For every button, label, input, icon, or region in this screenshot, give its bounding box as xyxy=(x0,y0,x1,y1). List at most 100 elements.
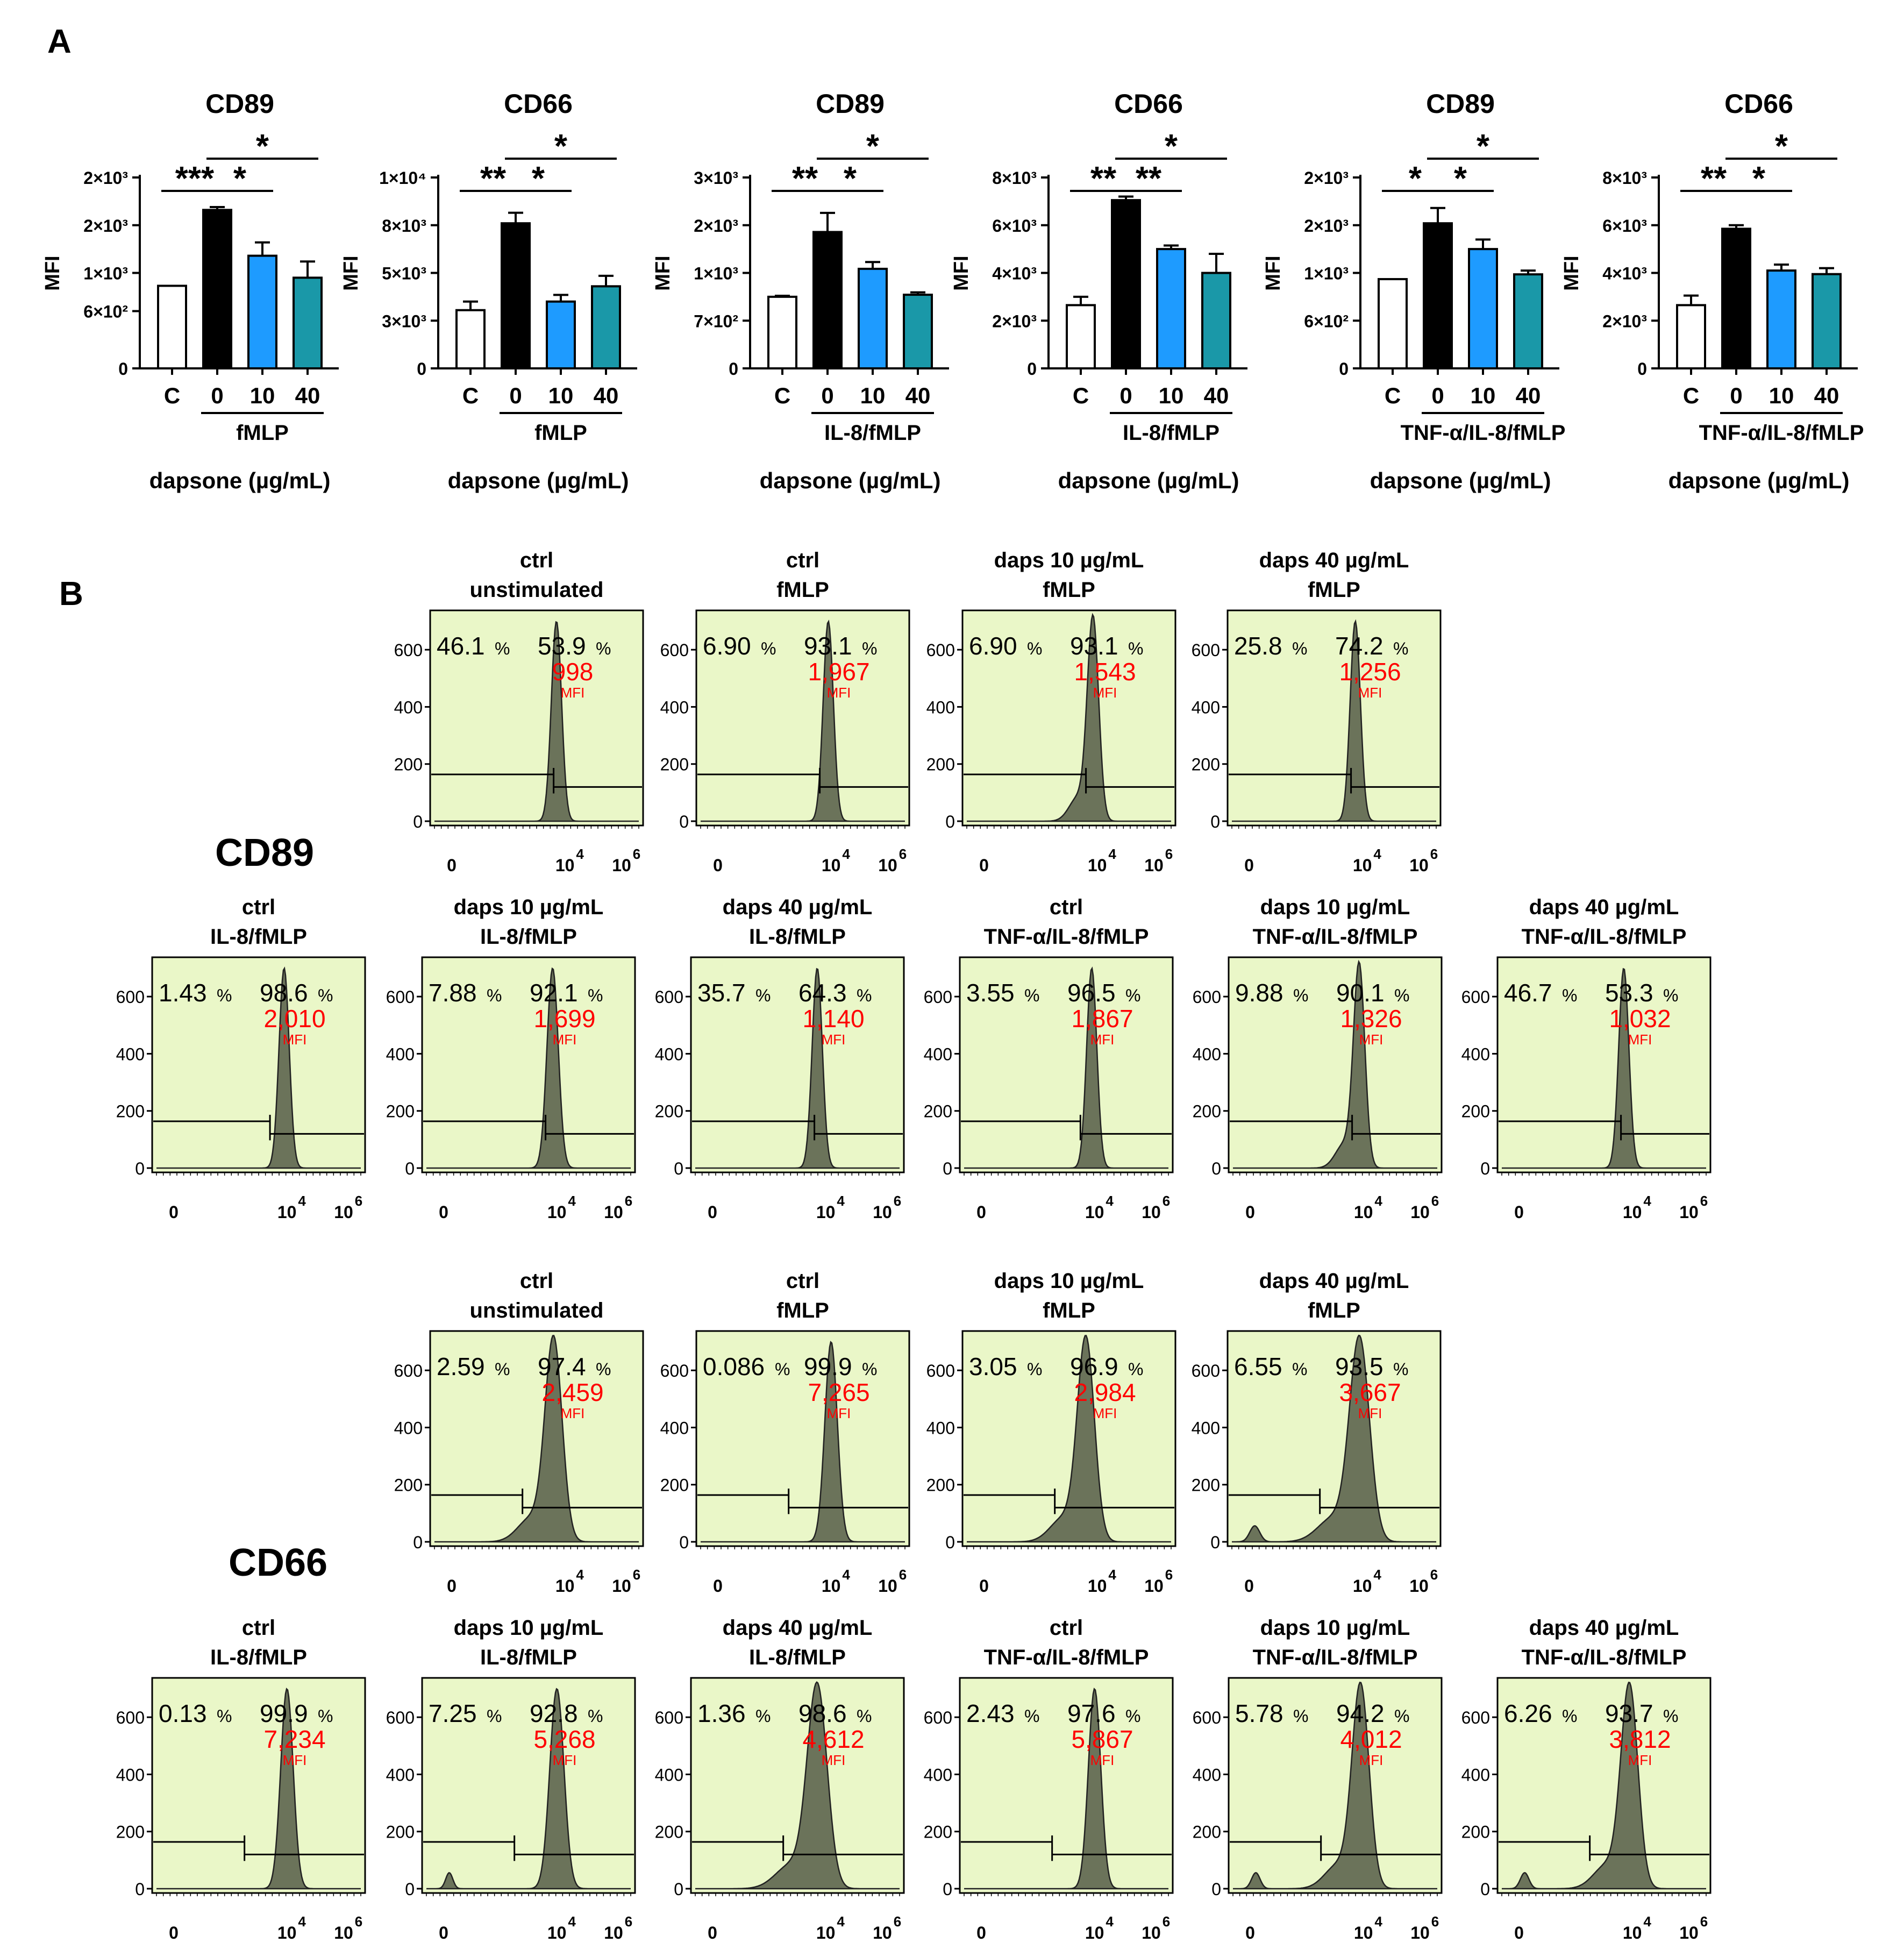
x-tick-label: 10 xyxy=(1144,1576,1164,1596)
y-tick-label: 400 xyxy=(394,1418,423,1437)
y-tick-label: 0 xyxy=(945,1533,955,1552)
percent-sign: % xyxy=(1393,1360,1408,1379)
x-tick-label: 0 xyxy=(708,1202,717,1222)
percent-sign: % xyxy=(1393,639,1408,658)
x-tick-label: C xyxy=(1385,383,1401,408)
histogram-curve xyxy=(434,1335,639,1543)
y-tick-label: 600 xyxy=(116,1708,145,1727)
significance-marker: * xyxy=(866,128,880,165)
percent-sign: % xyxy=(1293,1706,1308,1726)
gate-negative-percent: 1.36 xyxy=(697,1699,746,1727)
y-tick-label: 400 xyxy=(1461,1044,1490,1064)
x-tick-label: 10 xyxy=(1769,383,1794,408)
y-tick-label: 0 xyxy=(943,1880,952,1899)
x-axis-label: dapsone (µg/mL) xyxy=(149,468,331,493)
y-tick-label: 1×10³ xyxy=(1304,264,1349,283)
significance-marker: * xyxy=(1165,128,1178,165)
percent-sign: % xyxy=(755,1706,771,1726)
gate-positive-percent: 93.7 xyxy=(1605,1699,1653,1727)
x-tick-label: 0 xyxy=(1514,1923,1524,1942)
y-tick-label: 3×10³ xyxy=(382,311,426,331)
stimulus-label: TNF-α/IL-8/fMLP xyxy=(1699,421,1864,445)
x-tick-exponent: 4 xyxy=(1106,1193,1114,1209)
y-tick-label: 600 xyxy=(655,987,683,1007)
histogram-cd89-row2-6: daps 40 µg/mL TNF-α/IL-8/fMLP 600 400 200 0 0 1… xyxy=(1461,895,1712,1222)
gate-negative-percent: 25.8 xyxy=(1234,632,1282,660)
significance-marker: ** xyxy=(792,160,818,197)
y-tick-label: 600 xyxy=(116,987,145,1007)
mfi-value: 2,010 xyxy=(263,1005,325,1033)
histogram-curve xyxy=(964,966,1168,1169)
histogram-curve xyxy=(1233,959,1437,1169)
y-tick-label: 600 xyxy=(655,1708,683,1727)
percent-sign: % xyxy=(857,986,872,1005)
x-tick-label: C xyxy=(164,383,180,408)
histogram-curve xyxy=(426,967,631,1169)
y-tick-label: 1×10³ xyxy=(694,264,738,283)
bar-0 xyxy=(1423,222,1453,369)
gate-positive-percent: 74.2 xyxy=(1335,632,1384,660)
x-tick-label: 10 xyxy=(604,1923,623,1942)
mfi-unit-label: MFI xyxy=(1093,685,1117,701)
chart-title: CD66 xyxy=(504,89,573,119)
gate-negative-percent: 3.05 xyxy=(969,1353,1017,1380)
y-tick-label: 2×10³ xyxy=(1304,216,1349,236)
gate-positive-percent: 93.1 xyxy=(1070,632,1118,660)
significance-marker: * xyxy=(256,128,269,165)
histogram-title-line1: daps 40 µg/mL xyxy=(723,895,873,919)
x-tick-exponent: 6 xyxy=(625,1913,632,1930)
x-tick-exponent: 4 xyxy=(1373,1567,1381,1583)
mfi-value: 3,667 xyxy=(1339,1378,1401,1406)
y-tick-label: 400 xyxy=(660,1418,689,1437)
y-tick-label: 600 xyxy=(924,1708,952,1727)
percent-sign: % xyxy=(588,1706,603,1726)
gate-positive-percent: 92.1 xyxy=(530,979,578,1007)
y-tick-label: 0 xyxy=(413,812,423,831)
x-tick-label: 40 xyxy=(1204,383,1229,408)
x-tick-label: 0 xyxy=(169,1923,179,1942)
y-tick-label: 0 xyxy=(405,1880,415,1899)
x-tick-label: 10 xyxy=(873,1202,892,1222)
histogram-title-line2: IL-8/fMLP xyxy=(210,925,307,949)
bar-40 xyxy=(293,276,323,369)
histogram-plot-area xyxy=(961,609,1176,827)
gate-positive-percent: 96.9 xyxy=(1070,1353,1118,1380)
y-tick-label: 200 xyxy=(926,755,955,774)
x-tick-exponent: 6 xyxy=(894,1193,901,1209)
y-tick-label: 200 xyxy=(926,1476,955,1495)
mfi-unit-label: MFI xyxy=(1359,1752,1384,1768)
y-tick-label: 200 xyxy=(394,1476,423,1495)
histogram-plot-area xyxy=(1496,956,1712,1173)
y-tick-label: 400 xyxy=(655,1044,683,1064)
x-tick-label: 10 xyxy=(1679,1202,1699,1222)
x-tick-exponent: 4 xyxy=(1643,1193,1651,1209)
histogram-curve xyxy=(967,613,1171,822)
y-tick-label: 0 xyxy=(1480,1880,1490,1899)
x-tick-label: 10 xyxy=(816,1202,836,1222)
mfi-unit-label: MFI xyxy=(827,685,851,701)
bar-10 xyxy=(858,267,888,369)
gate-positive-percent: 90.1 xyxy=(1336,979,1385,1007)
x-tick-exponent: 4 xyxy=(298,1913,306,1930)
significance-marker: ** xyxy=(480,160,507,197)
gate-negative-percent: 35.7 xyxy=(697,979,746,1007)
y-tick-label: 600 xyxy=(1193,987,1221,1007)
x-tick-label: 10 xyxy=(878,1576,897,1596)
x-tick-exponent: 4 xyxy=(568,1193,576,1209)
y-tick-label: 600 xyxy=(1192,641,1220,660)
y-tick-label: 200 xyxy=(655,1102,683,1121)
y-tick-label: 600 xyxy=(1193,1708,1221,1727)
histogram-plot-area xyxy=(421,1677,636,1894)
x-tick-label: 10 xyxy=(1085,1923,1104,1942)
x-tick-label: 40 xyxy=(295,383,320,408)
bar-chart-5: CD89 MFI 0 6×10² 1×10³ 2×10³ 2×10³ C 0 10 40 TNF-α/… xyxy=(1262,89,1565,493)
y-tick-label: 400 xyxy=(1193,1044,1221,1064)
x-tick-exponent: 4 xyxy=(298,1193,306,1209)
bar-C xyxy=(1378,278,1408,369)
x-tick-label: 10 xyxy=(334,1923,353,1942)
significance-marker: * xyxy=(1775,128,1788,165)
gate-positive-percent: 98.6 xyxy=(260,979,308,1007)
x-tick-exponent: 4 xyxy=(1374,1193,1382,1209)
